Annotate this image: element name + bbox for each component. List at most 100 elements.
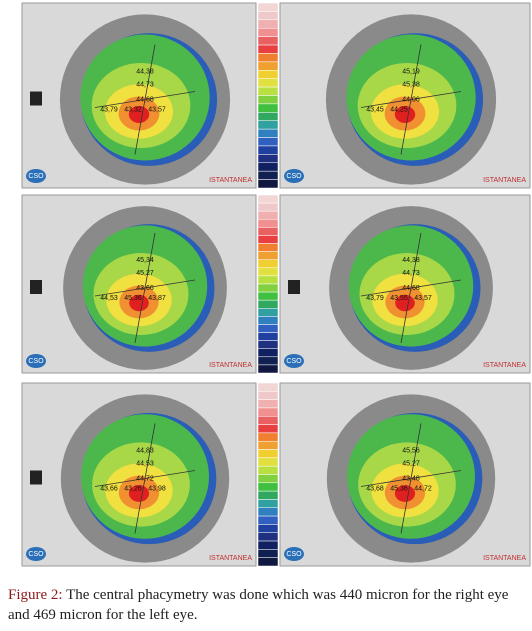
scale-cell (257, 364, 279, 374)
marker (30, 470, 42, 485)
panel-label: ISTANTANEA (209, 362, 252, 369)
scale-cell (257, 36, 279, 46)
scale-cell (257, 308, 279, 317)
reading: 44,53 (136, 460, 154, 467)
map-red (394, 105, 416, 124)
marker (288, 280, 300, 294)
scale-cell (257, 243, 279, 252)
map-red (395, 294, 415, 312)
scale-cell (257, 348, 279, 358)
scale-cell (257, 61, 279, 71)
panel-label: ISTANTANEA (483, 177, 526, 184)
reading: 44,38 (136, 68, 154, 75)
topography-panel: 45,34 45,27 43,66 44,53 45,36 43,87 CSO ISTANTA… (21, 194, 257, 374)
reading: 43,57 (148, 106, 166, 113)
topography-panel: 44,38 44,73 44,68 43,79 43,32 43,57 CSO ISTANTA… (21, 2, 257, 189)
scale-cell (257, 283, 279, 293)
scale-cell (257, 170, 279, 180)
reading: 43,79 (366, 295, 384, 302)
logo: CSO (28, 173, 44, 180)
scale-cell (257, 103, 279, 113)
reading: 45,19 (402, 68, 420, 75)
scale-cell (257, 227, 279, 236)
reading: 43,45 (366, 106, 384, 113)
scale-cell (257, 219, 279, 228)
scale-cell (257, 524, 279, 533)
scale-cell (257, 70, 279, 79)
map-red (128, 105, 150, 124)
map-red (128, 485, 150, 502)
reading: 43,48 (402, 475, 420, 482)
reading: 44,72 (414, 485, 432, 492)
scale-cell (257, 194, 279, 204)
logo-bg (284, 547, 304, 561)
reading: 43,98 (148, 485, 166, 492)
logo-bg (26, 169, 46, 183)
map-red (394, 485, 416, 502)
reading: 44,73 (402, 270, 420, 277)
scale-cell (257, 399, 279, 409)
scale-cell (257, 407, 279, 417)
scale-cell (257, 267, 279, 277)
reading: 44,38 (402, 257, 420, 264)
scale-cell (257, 382, 279, 392)
marker (30, 280, 42, 294)
axis-line (400, 44, 422, 155)
scale-cell (257, 465, 279, 475)
reading: 43,87 (148, 295, 166, 302)
reading: 44,72 (136, 475, 154, 482)
scale-cell (257, 449, 279, 459)
scale-cell (257, 457, 279, 467)
reading: 43,66 (136, 285, 154, 292)
reading: 43,79 (100, 106, 118, 113)
scale-cell (257, 291, 279, 301)
reading: 45,36 (390, 485, 408, 492)
scale-cell (257, 416, 279, 425)
scale-cell (257, 549, 279, 558)
scale-cell (257, 128, 279, 138)
caption-text: The central phacymetry was done which wa… (8, 587, 509, 623)
reading: 44,25 (390, 106, 408, 113)
caption: Figure 2: The central phacymetry was don… (8, 585, 528, 625)
scale-cell (257, 145, 279, 155)
scale-cell (257, 179, 279, 189)
scale-cell (257, 356, 279, 366)
scale-cell (257, 44, 279, 54)
scale-cell (257, 499, 279, 509)
scale-cell (257, 27, 279, 37)
axis-line (400, 423, 422, 534)
reading: 44,68 (402, 285, 420, 292)
reading: 44,68 (136, 96, 154, 103)
axis-line (400, 232, 422, 344)
scale-cell (257, 162, 279, 172)
logo-bg (26, 354, 46, 368)
scale-cell (257, 275, 279, 285)
scale-cell (257, 86, 279, 96)
scale-cell (257, 235, 279, 244)
topography-panel: 45,19 45,38 44,06 43,45 44,25 CSO ISTANTANEA (279, 2, 531, 189)
marker (30, 91, 42, 106)
logo-bg (26, 547, 46, 561)
panel-label: ISTANTANEA (209, 177, 252, 184)
logo-bg (284, 169, 304, 183)
scale-cell (257, 120, 279, 130)
scale-cell (257, 137, 279, 147)
scale-cell (257, 424, 279, 434)
logo: CSO (286, 173, 302, 180)
scale-cell (257, 440, 279, 450)
scale-cell (257, 53, 279, 63)
scale-cell (257, 391, 279, 400)
scale-cell (257, 299, 279, 309)
axis-line (134, 44, 156, 155)
topography-panel: 45,56 45,27 43,48 43,68 45,36 44,72 CSO ISTANTA… (279, 382, 531, 567)
scale-cell (257, 340, 279, 349)
reading: 44,73 (136, 81, 154, 88)
scale-cell (257, 154, 279, 164)
reading: 44,83 (136, 447, 154, 454)
scale-cell (257, 540, 279, 550)
reading: 44,53 (100, 295, 118, 302)
topography-panel: 44,38 44,73 44,68 43,79 43,55 43,57 CSO ISTANTA… (279, 194, 531, 374)
logo-bg (284, 354, 304, 368)
axis-line (134, 232, 156, 344)
